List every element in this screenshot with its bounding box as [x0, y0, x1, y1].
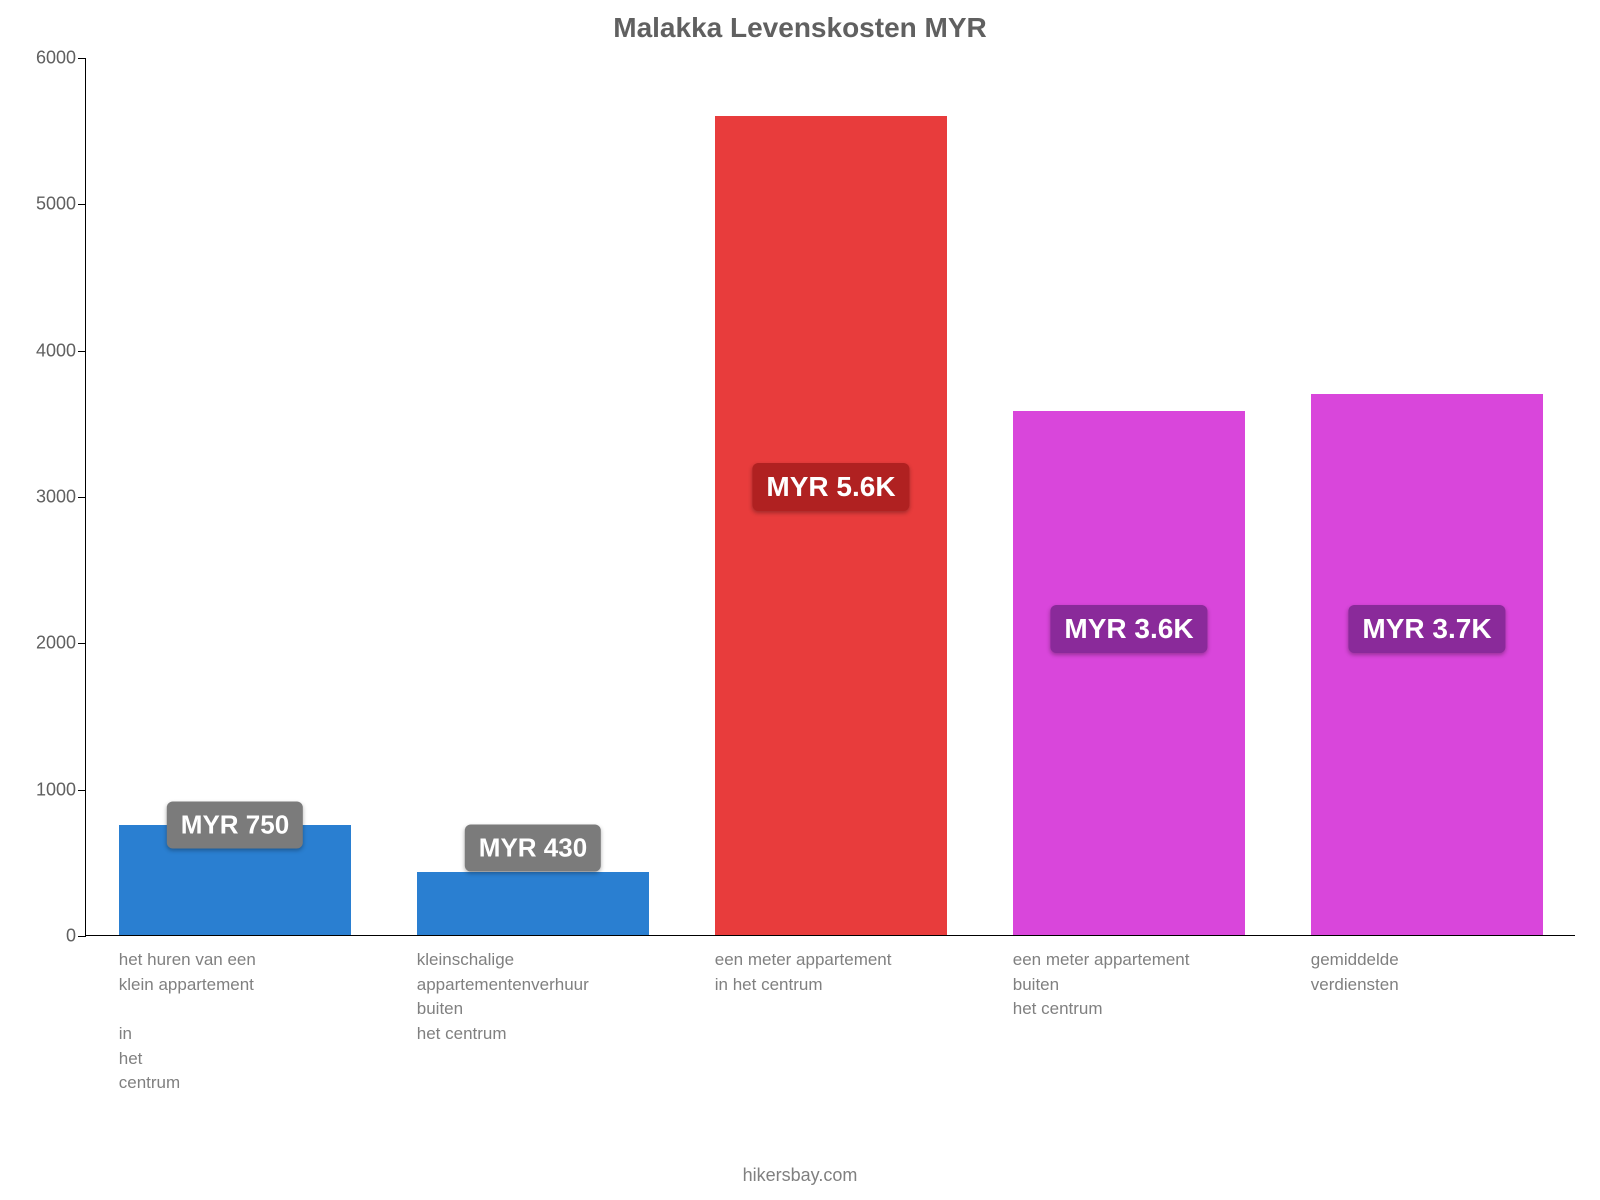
bar-value-label: MYR 5.6K — [752, 463, 909, 511]
x-tick-label: een meter appartement in het centrum — [715, 948, 892, 997]
x-tick-label: het huren van een klein appartement in h… — [119, 948, 256, 1096]
bar — [715, 116, 947, 935]
bar-value-label: MYR 3.7K — [1348, 605, 1505, 653]
x-tick-label: gemiddelde verdiensten — [1311, 948, 1399, 997]
bar-value-label: MYR 3.6K — [1050, 605, 1207, 653]
x-tick-label: kleinschalige appartementenverhuur buite… — [417, 948, 589, 1047]
x-tick-label: een meter appartement buiten het centrum — [1013, 948, 1190, 1022]
y-tick-label: 1000 — [36, 779, 86, 800]
bar-value-label: MYR 750 — [167, 801, 303, 848]
bar — [1013, 411, 1245, 935]
y-tick-label: 5000 — [36, 194, 86, 215]
chart-container: Malakka Levenskosten MYR 010002000300040… — [0, 0, 1600, 1200]
y-tick-label: 4000 — [36, 340, 86, 361]
plot-area: 0100020003000400050006000MYR 750het hure… — [85, 58, 1575, 936]
y-tick-label: 2000 — [36, 633, 86, 654]
bar — [417, 872, 649, 935]
y-tick-label: 0 — [66, 926, 86, 947]
y-tick-label: 6000 — [36, 48, 86, 69]
attribution: hikersbay.com — [0, 1165, 1600, 1186]
y-tick-label: 3000 — [36, 487, 86, 508]
bar-value-label: MYR 430 — [465, 825, 601, 872]
chart-title: Malakka Levenskosten MYR — [0, 12, 1600, 44]
bar — [1311, 394, 1543, 935]
